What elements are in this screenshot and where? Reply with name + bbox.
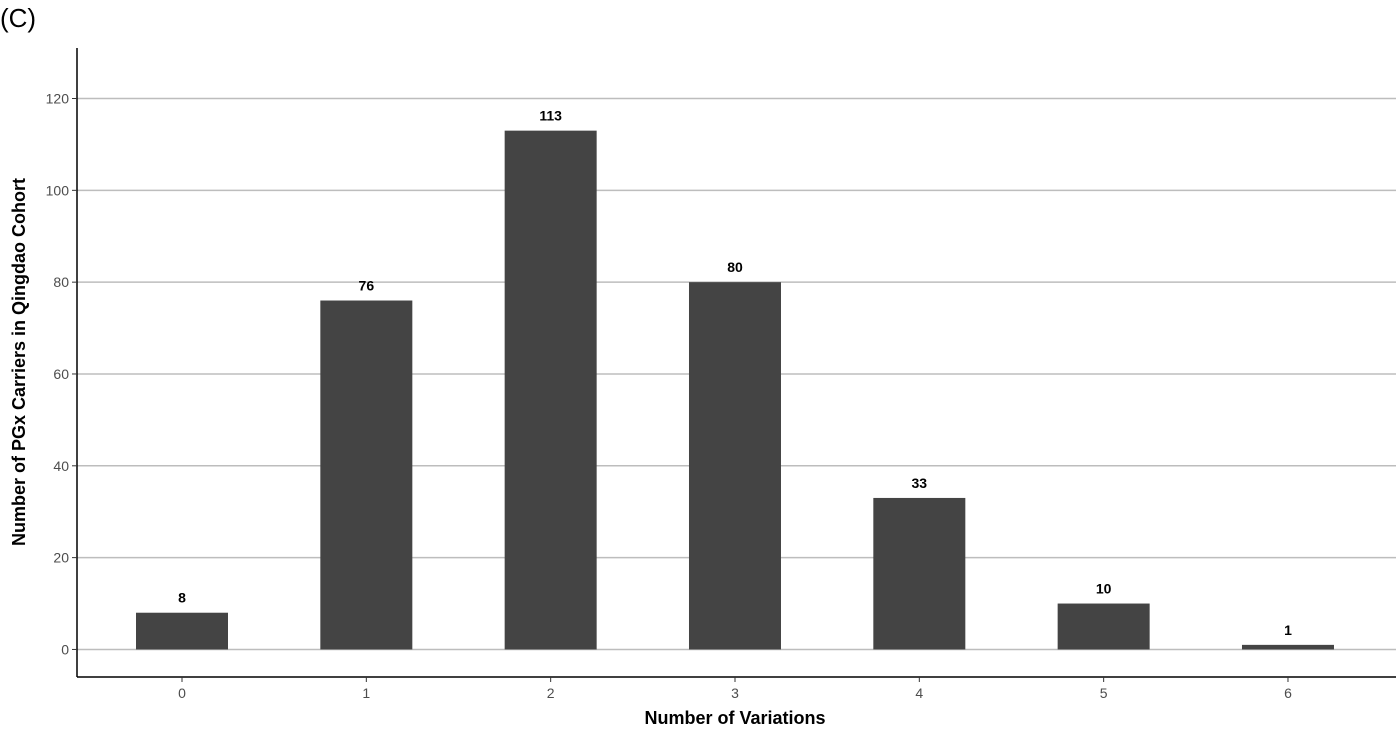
- bar-4: [873, 497, 966, 650]
- data-label-0: 8: [178, 590, 186, 606]
- x-tick-label-3: 3: [731, 685, 739, 701]
- y-tick-label-120: 120: [46, 91, 70, 107]
- x-axis-ticks: 0 1 2 3 4 5 6: [178, 677, 1292, 701]
- bar-5: [1057, 603, 1150, 650]
- panel-label: (C): [0, 3, 36, 33]
- x-tick-label-1: 1: [362, 685, 370, 701]
- y-tick-label-40: 40: [53, 458, 69, 474]
- bar-3: [688, 282, 781, 650]
- y-axis-title: Number of PGx Carriers in Qingdao Cohort: [9, 178, 29, 546]
- x-tick-label-4: 4: [915, 685, 923, 701]
- y-tick-label-100: 100: [46, 182, 70, 198]
- data-labels: 8 76 113 80 33 10 1: [178, 108, 1292, 638]
- x-tick-label-5: 5: [1100, 685, 1108, 701]
- y-axis-ticks: 0 20 40 60 80 100 120: [46, 91, 77, 657]
- bars: [136, 130, 1334, 650]
- data-label-3: 80: [727, 259, 743, 275]
- bar-2: [504, 130, 597, 650]
- data-label-5: 10: [1096, 581, 1112, 597]
- bar-0: [136, 612, 228, 650]
- y-tick-label-20: 20: [53, 550, 69, 566]
- y-tick-label-80: 80: [53, 274, 69, 290]
- bar-1: [320, 300, 413, 650]
- y-tick-label-60: 60: [53, 366, 69, 382]
- data-label-1: 76: [359, 278, 375, 294]
- data-label-2: 113: [539, 108, 562, 124]
- x-tick-label-6: 6: [1284, 685, 1292, 701]
- data-label-6: 1: [1284, 622, 1292, 638]
- x-axis-title: Number of Variations: [644, 708, 825, 728]
- bar-6: [1241, 644, 1334, 650]
- y-tick-label-0: 0: [61, 641, 69, 657]
- x-tick-label-2: 2: [547, 685, 555, 701]
- data-label-4: 33: [912, 475, 928, 491]
- x-tick-label-0: 0: [178, 685, 186, 701]
